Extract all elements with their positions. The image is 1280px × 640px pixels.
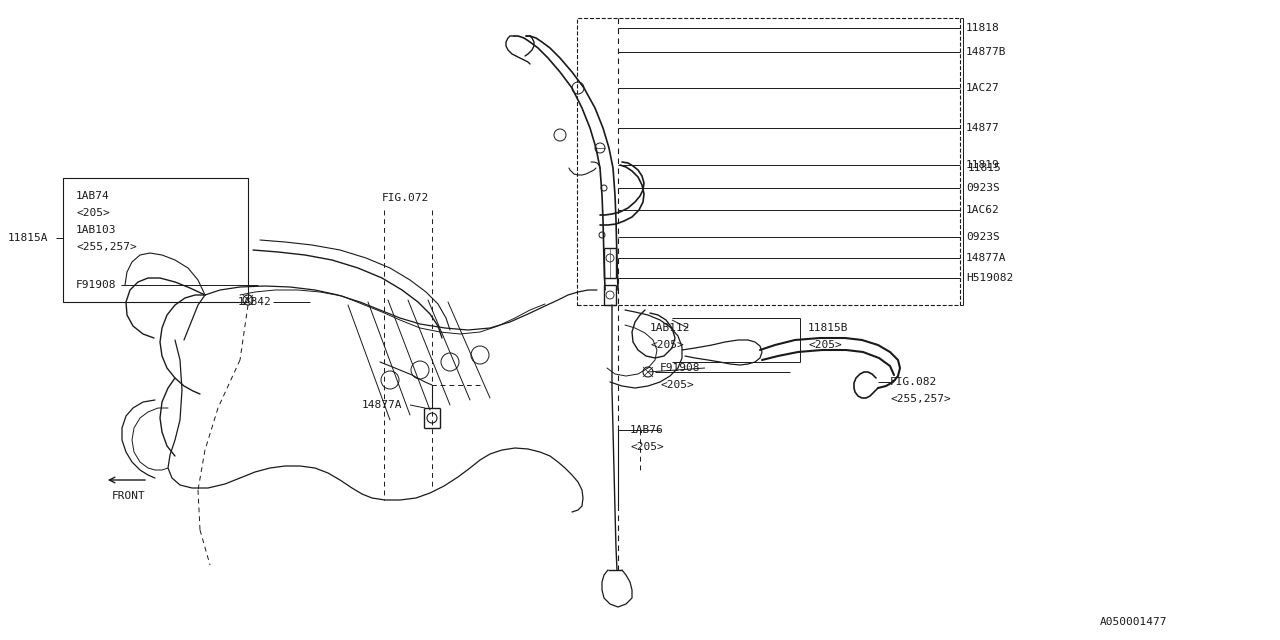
Bar <box>63 178 248 302</box>
Text: 14877A: 14877A <box>362 400 402 410</box>
Text: <255,257>: <255,257> <box>76 242 137 252</box>
Text: 1AB103: 1AB103 <box>76 225 116 235</box>
Text: 1AB42: 1AB42 <box>238 297 271 307</box>
Text: FIG.082: FIG.082 <box>890 377 937 387</box>
Text: H519082: H519082 <box>966 273 1014 283</box>
Text: 11815B: 11815B <box>808 323 849 333</box>
Text: <255,257>: <255,257> <box>890 394 951 404</box>
Bar <box>577 18 960 305</box>
Text: F91908: F91908 <box>76 280 116 290</box>
Text: 11819: 11819 <box>966 160 1000 170</box>
Text: 11815A: 11815A <box>8 233 49 243</box>
Text: 1AC62: 1AC62 <box>966 205 1000 215</box>
Text: A050001477: A050001477 <box>1100 617 1167 627</box>
Text: <205>: <205> <box>660 380 694 390</box>
Text: 11815: 11815 <box>968 163 1002 173</box>
Text: 1AB74: 1AB74 <box>76 191 110 201</box>
Text: 11818: 11818 <box>966 23 1000 33</box>
Text: FIG.072: FIG.072 <box>381 193 429 203</box>
Text: 14877A: 14877A <box>966 253 1006 263</box>
Text: FRONT: FRONT <box>113 491 146 501</box>
Text: 1AB76: 1AB76 <box>630 425 664 435</box>
Text: <205>: <205> <box>808 340 842 350</box>
Text: 0923S: 0923S <box>966 183 1000 193</box>
Text: 0923S: 0923S <box>966 232 1000 242</box>
Text: 14877: 14877 <box>966 123 1000 133</box>
Text: <205>: <205> <box>630 442 664 452</box>
Text: 14877B: 14877B <box>966 47 1006 57</box>
Text: 1AC27: 1AC27 <box>966 83 1000 93</box>
Text: F91908: F91908 <box>660 363 700 373</box>
Text: <205>: <205> <box>650 340 684 350</box>
Text: 1AB112: 1AB112 <box>650 323 690 333</box>
Text: <205>: <205> <box>76 208 110 218</box>
